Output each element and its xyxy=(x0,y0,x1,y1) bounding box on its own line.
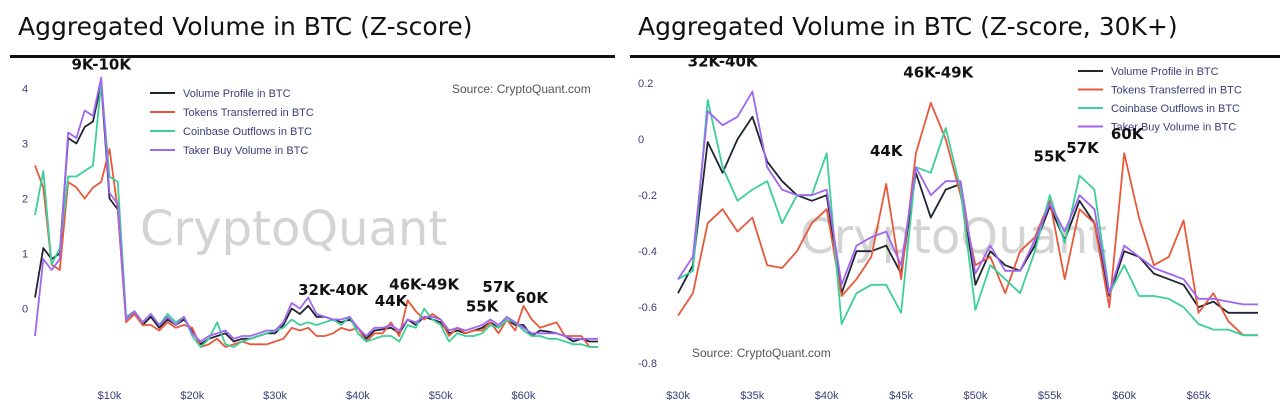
x-tick-label: $60k xyxy=(1112,390,1136,402)
annotation-label: 55K xyxy=(466,297,500,315)
y-tick-label: 2 xyxy=(22,194,28,206)
chart-panel-left: Aggregated Volume in BTC (Z-score) Crypt… xyxy=(0,0,625,410)
source-label: Source: CryptoQuant.com xyxy=(692,346,831,360)
legend-entry: Tokens Transferred in BTC xyxy=(183,107,314,119)
y-tick-label: -0.2 xyxy=(638,190,657,202)
y-tick-label: 0.2 xyxy=(638,78,653,90)
y-tick-label: 0 xyxy=(22,304,28,316)
y-tick-label: -0.8 xyxy=(638,358,657,370)
legend-entry: Coinbase Outflows in BTC xyxy=(1111,103,1240,115)
x-tick-label: $60k xyxy=(512,390,536,402)
y-tick-label: 1 xyxy=(22,249,28,261)
annotation-label: 60K xyxy=(516,289,550,307)
annotation-label: 57K xyxy=(482,278,516,296)
annotation-label: 9K-10K xyxy=(71,55,132,73)
chart-title: Aggregated Volume in BTC (Z-score, 30K+) xyxy=(638,12,1178,41)
x-tick-label: $55k xyxy=(1038,390,1062,402)
legend-entry: Volume Profile in BTC xyxy=(1111,66,1219,78)
y-tick-label: 4 xyxy=(22,84,28,96)
x-tick-label: $65k xyxy=(1187,390,1211,402)
source-label: Source: CryptoQuant.com xyxy=(452,82,591,96)
y-tick-label: -0.6 xyxy=(638,302,657,314)
x-tick-label: $40k xyxy=(346,390,370,402)
annotation-label: 60K xyxy=(1111,125,1145,143)
x-tick-label: $20k xyxy=(180,390,204,402)
legend-entry: Taker Buy Volume in BTC xyxy=(183,145,308,157)
x-tick-label: $40k xyxy=(815,390,839,402)
y-tick-label: -0.4 xyxy=(638,246,657,258)
legend-entry: Taker Buy Volume in BTC xyxy=(1111,122,1236,134)
annotation-label: 32K-40K xyxy=(298,281,369,299)
chart-title: Aggregated Volume in BTC (Z-score) xyxy=(18,12,473,41)
x-tick-label: $30k xyxy=(263,390,287,402)
annotation-label: 44K xyxy=(375,292,409,310)
x-tick-label: $50k xyxy=(429,390,453,402)
chart-plot: CryptoQuant 0 1 2 3 4 $10k $20k $30k $40k $50k $60k… xyxy=(22,55,598,402)
annotation-label: 57K xyxy=(1066,139,1100,157)
series-line-coinbase-outflows-in-btc xyxy=(677,99,1258,337)
chart-panel-right: Aggregated Volume in BTC (Z-score, 30K+)… xyxy=(630,0,1280,410)
series-line-tokens-transferred-in-btc xyxy=(34,148,598,348)
x-tick-label: $30k xyxy=(666,390,690,402)
series-line-coinbase-outflows-in-btc xyxy=(34,82,598,348)
series-line-taker-buy-volume-in-btc xyxy=(677,90,1258,306)
annotation-label: 55K xyxy=(1034,148,1068,166)
x-tick-label: $45k xyxy=(889,390,913,402)
y-tick-label: 0 xyxy=(638,134,644,146)
x-tick-label: $35k xyxy=(740,390,764,402)
legend-entry: Coinbase Outflows in BTC xyxy=(183,126,312,138)
series-line-taker-buy-volume-in-btc xyxy=(34,76,598,343)
watermark-text: CryptoQuant xyxy=(140,201,447,257)
x-tick-label: $10k xyxy=(98,390,122,402)
y-tick-label: 3 xyxy=(22,139,28,151)
title-underline xyxy=(630,55,1280,58)
annotation-label: 46K-49K xyxy=(903,64,974,82)
legend-entry: Tokens Transferred in BTC xyxy=(1111,85,1242,97)
annotation-label: 46K-49K xyxy=(389,275,460,293)
x-tick-label: $50k xyxy=(964,390,988,402)
title-underline xyxy=(10,55,615,58)
annotation-label: 32K-40K xyxy=(688,52,759,70)
annotation-label: 44K xyxy=(870,142,904,160)
legend-entry: Volume Profile in BTC xyxy=(183,88,291,100)
chart-plot: CryptoQuant-0.8-0.6-0.4-0.200.2$30k $35k $… xyxy=(638,52,1258,402)
